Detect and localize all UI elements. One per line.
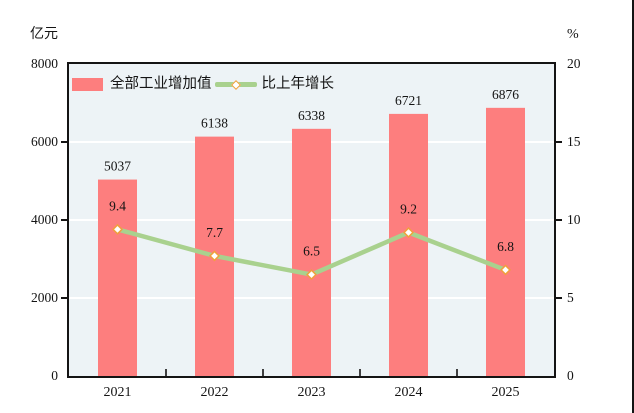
right-axis-tick: [556, 141, 562, 143]
line-marker: [500, 264, 511, 276]
bar-2021: [98, 179, 137, 376]
legend-bar-swatch-icon: [72, 78, 103, 91]
chart-canvas: 5037 6138 6338 6721 6876 9.4 7.7 6.5 9.2 6.8: [69, 87, 554, 376]
x-axis-category-label: 2021: [103, 385, 132, 400]
right-axis-tick-label: 15: [567, 134, 581, 149]
left-axis-tick: [61, 219, 67, 221]
line-value-label: 9.4: [109, 198, 126, 213]
line-value-label: 9.2: [400, 201, 417, 216]
left-axis-tick-label: 8000: [31, 56, 58, 71]
right-axis-tick: [556, 297, 562, 299]
line-marker: [403, 227, 414, 238]
line-marker: [209, 250, 220, 262]
x-axis-category-label: 2025: [491, 385, 520, 400]
legend-diamond-marker-icon: [230, 79, 241, 90]
right-axis-tick-label: 0: [567, 368, 574, 383]
legend-bar-label: 全部工业增加值: [110, 76, 212, 92]
bar-value-label: 6338: [298, 108, 325, 123]
left-axis-tick: [61, 141, 67, 143]
x-axis-category-label: 2024: [394, 385, 423, 400]
left-axis-tick: [61, 297, 67, 299]
line-value-label: 6.8: [497, 239, 514, 254]
right-axis-unit-label: %: [567, 27, 579, 42]
page-right-border-rule: [632, 0, 634, 413]
plot-area: 5037 6138 6338 6721 6876 9.4 7.7 6.5 9.2 6.8 全部工业…: [67, 62, 556, 378]
line-value-label: 6.5: [303, 244, 320, 259]
bar-2024: [389, 113, 428, 376]
left-axis-tick-label: 2000: [31, 290, 58, 305]
bar-2023: [292, 128, 331, 376]
bar-value-label: 6138: [201, 116, 228, 131]
left-axis-tick-label: 4000: [31, 212, 58, 227]
x-axis-category-label: 2022: [200, 385, 229, 400]
legend-line-sample-icon: [214, 79, 257, 90]
right-axis-tick-label: 10: [567, 212, 581, 227]
bar-value-label: 5037: [104, 159, 131, 174]
x-axis-category-label: 2023: [297, 385, 326, 400]
legend: 全部工业增加值 比上年增长: [72, 76, 334, 93]
left-axis-unit-label: 亿元: [30, 27, 58, 42]
bar-2025: [486, 107, 525, 376]
bar-value-label: 6721: [395, 93, 422, 108]
legend-line-label: 比上年增长: [261, 76, 335, 92]
right-axis-tick-label: 20: [567, 56, 581, 71]
line-marker: [306, 269, 317, 281]
right-axis-tick: [556, 219, 562, 221]
line-value-label: 7.7: [206, 225, 223, 240]
line-marker: [112, 223, 123, 235]
right-axis-tick-label: 5: [567, 290, 574, 305]
bar-value-label: 6876: [492, 87, 519, 102]
left-axis-tick-label: 6000: [31, 134, 58, 149]
left-axis-tick-label: 0: [51, 368, 58, 383]
